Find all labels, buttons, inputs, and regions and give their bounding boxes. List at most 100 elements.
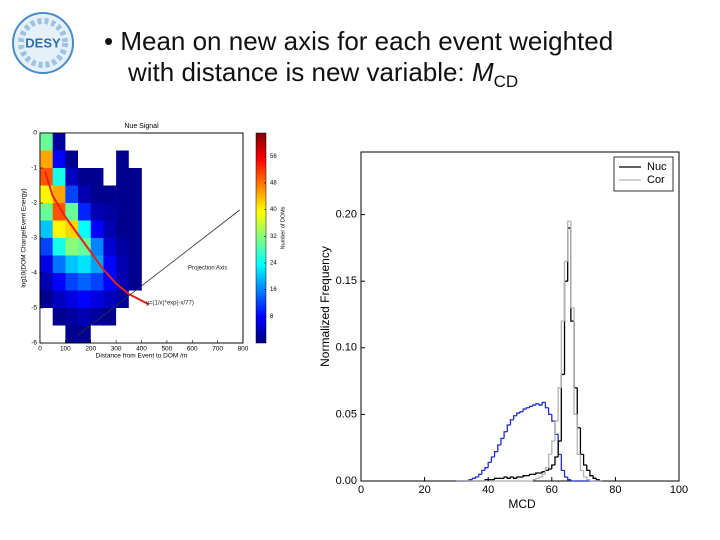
histogram-step	[503, 476, 508, 479]
histogram-step	[532, 404, 536, 407]
heat-cell	[65, 255, 79, 274]
heat-cell	[52, 203, 66, 221]
heat-cell	[103, 133, 117, 151]
y-tick-label: -3	[31, 235, 37, 242]
heat-cell	[128, 325, 142, 343]
heat-cell	[40, 238, 53, 256]
heat-cell	[52, 133, 66, 151]
subscript: CD	[493, 72, 519, 92]
histogram-step	[503, 431, 508, 439]
histogram-step	[560, 320, 565, 388]
heat-cell	[40, 203, 53, 221]
histogram-step	[582, 454, 587, 466]
heat-cell	[78, 325, 92, 344]
heat-cell	[52, 150, 66, 169]
heat-cell	[40, 255, 53, 274]
histogram-step	[509, 419, 514, 426]
histogram-step	[573, 307, 578, 416]
histogram-step	[547, 468, 552, 471]
y-tick-label: 0.20	[336, 209, 357, 221]
annotation: Projection Axis	[188, 266, 227, 272]
heat-cell	[65, 325, 79, 344]
colorbar-tick-label: 56	[270, 154, 277, 160]
histogram-step	[538, 403, 543, 406]
heat-cell	[116, 168, 130, 186]
histogram-step	[570, 221, 575, 309]
x-tick-label: 400	[136, 346, 147, 353]
histogram-step	[516, 476, 520, 479]
heat-cell	[103, 325, 117, 343]
histogram-step	[541, 473, 546, 478]
fit-line	[44, 171, 150, 306]
y-tick-label: 0.00	[336, 475, 357, 487]
x-tick-label: 40	[482, 484, 494, 496]
histogram-step	[589, 470, 594, 477]
heat-cell	[65, 133, 79, 151]
histogram-step	[471, 477, 476, 480]
heat-cell	[128, 185, 142, 204]
heat-cell	[52, 308, 66, 326]
histogram-step	[541, 401, 546, 406]
heat-cell	[116, 185, 130, 204]
histogram-step	[586, 465, 590, 471]
histogram-step	[586, 477, 590, 481]
y-axis-label: log10(DOM Charge/Event Energy)	[21, 188, 28, 287]
histogram-step	[563, 260, 568, 322]
heat-cell	[90, 133, 104, 151]
histogram-step	[509, 476, 514, 479]
heat-cell	[65, 238, 79, 256]
colorbar	[255, 132, 267, 344]
histogram-step	[519, 411, 524, 414]
histogram-step	[557, 440, 562, 458]
x-tick-label: 80	[609, 484, 621, 496]
bullet-line: • Mean on new axis for each event weight…	[104, 26, 614, 56]
heat-cell	[128, 255, 142, 274]
heat-cell	[52, 325, 66, 343]
heat-cell	[78, 220, 92, 239]
histogram-step	[551, 414, 555, 422]
symbol: M	[471, 57, 494, 87]
heat-cell	[90, 290, 104, 309]
heat-cell	[103, 150, 117, 168]
fit-line	[77, 209, 240, 336]
histogram-step	[535, 403, 540, 406]
heat-cell	[65, 150, 79, 169]
histogram-step	[512, 415, 517, 420]
histogram-step	[576, 414, 581, 456]
histogram-step	[582, 470, 587, 478]
colorbar-tick-label: 24	[270, 261, 277, 267]
histogram-step	[535, 472, 540, 475]
heat-cell	[90, 203, 104, 221]
y-tick-label: 0.15	[336, 275, 357, 287]
heat-cell	[90, 273, 104, 291]
heat-cell	[116, 325, 129, 343]
heat-cell	[128, 220, 142, 239]
heat-cell	[103, 255, 117, 274]
x-tick-label: 700	[212, 346, 223, 353]
bullet-line: with distance is new variable: MCD	[104, 57, 613, 97]
heat-cell	[103, 185, 117, 204]
heat-cell	[65, 203, 79, 221]
y-tick-label: 0.10	[336, 342, 357, 354]
heat-cell	[65, 220, 79, 239]
bullet-text: with distance is new variable:	[128, 57, 472, 87]
heat-cell	[78, 290, 92, 309]
heat-cell	[52, 220, 66, 239]
histogram-step	[522, 408, 527, 412]
x-tick-label: 100	[60, 346, 71, 353]
heat-cell	[128, 168, 142, 186]
heat-cell	[116, 255, 130, 274]
heat-cell	[90, 168, 104, 186]
x-axis-label: MCD	[508, 497, 536, 511]
heat-cell	[128, 203, 142, 221]
histogram-step	[570, 479, 575, 482]
x-tick-label: 200	[85, 346, 96, 353]
heat-cell	[40, 290, 53, 309]
y-tick-label: 0	[33, 130, 37, 137]
logo-dots	[18, 18, 68, 68]
x-tick-label: 20	[418, 484, 430, 496]
histogram-step	[551, 464, 555, 470]
heat-cell	[78, 185, 92, 204]
heat-cell	[40, 308, 53, 326]
